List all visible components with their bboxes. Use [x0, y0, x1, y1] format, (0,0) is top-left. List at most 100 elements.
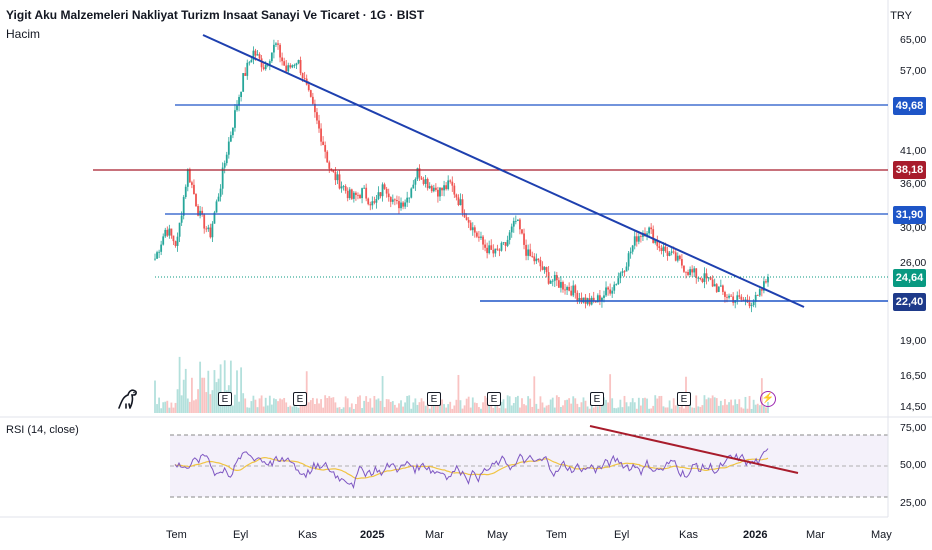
candle-body: [154, 258, 156, 260]
price-axis-label: 14,50: [900, 401, 927, 413]
candle-body: [732, 296, 735, 303]
candle-body: [562, 282, 564, 290]
volume-bar: [264, 397, 267, 413]
volume-bar: [742, 408, 745, 413]
candle-body: [512, 220, 515, 227]
volume-bar: [164, 401, 167, 413]
candle-body: [379, 192, 382, 197]
price-axis-label: 19,00: [900, 335, 927, 347]
candle-body: [760, 289, 763, 291]
volume-bar: [611, 398, 614, 413]
volume-bar: [324, 395, 327, 413]
candle-body: [180, 215, 183, 223]
volume-bar: [564, 400, 566, 413]
volume-bar: [240, 367, 243, 413]
flash-event-icon[interactable]: ⚡: [760, 391, 776, 407]
candle-body: [560, 282, 562, 288]
volume-bar: [580, 402, 583, 413]
time-axis-label: May: [871, 529, 892, 541]
earnings-marker[interactable]: E: [293, 392, 307, 406]
earnings-marker[interactable]: E: [677, 392, 691, 406]
volume-bar: [615, 408, 618, 413]
candle-body: [697, 277, 700, 279]
candle-body: [504, 242, 507, 246]
volume-bar: [270, 404, 273, 413]
earnings-marker[interactable]: E: [487, 392, 501, 406]
price-tag-38-18[interactable]: 38,18: [893, 161, 926, 179]
candle-body: [373, 201, 376, 203]
price-tag-49-68[interactable]: 49,68: [893, 97, 926, 115]
candle-body: [426, 178, 429, 189]
volume-bar: [621, 407, 624, 413]
volume-bar: [547, 404, 550, 413]
candle-body: [201, 210, 204, 215]
volume-bar: [352, 408, 355, 413]
price-axis-label: 30,00: [900, 222, 927, 234]
volume-bar: [594, 406, 597, 413]
volume-bar: [461, 408, 464, 413]
volume-bar: [215, 382, 218, 413]
candle-body: [455, 194, 458, 198]
volume-bar: [631, 398, 634, 413]
rsi-indicator-label[interactable]: RSI (14, close): [6, 424, 79, 436]
candle-body: [758, 289, 761, 296]
candle-body: [332, 170, 335, 173]
volume-bar: [492, 407, 495, 413]
candle-body: [740, 296, 743, 300]
volume-bar: [598, 401, 601, 413]
candle-body: [432, 187, 435, 192]
volume-bar: [724, 399, 726, 413]
candle-body: [506, 239, 509, 246]
candle-body: [767, 277, 769, 283]
volume-bar: [375, 399, 378, 413]
volume-bar: [601, 400, 603, 413]
time-axis-label: May: [487, 529, 508, 541]
volume-bar: [652, 405, 655, 413]
volume-bar: [336, 407, 339, 413]
candle-body: [420, 177, 423, 180]
volume-indicator-label[interactable]: Hacim: [6, 27, 41, 41]
volume-bar: [721, 405, 724, 413]
candle-body: [447, 180, 450, 190]
candle-body: [348, 189, 351, 199]
candle-body: [299, 60, 302, 74]
time-axis-label: 2025: [360, 529, 385, 541]
price-tag-22-40[interactable]: 22,40: [893, 293, 926, 311]
volume-bar: [408, 395, 411, 413]
candle-body: [685, 271, 687, 273]
volume-bar: [469, 407, 472, 413]
candle-body: [609, 289, 612, 294]
volume-bar: [338, 407, 341, 413]
candle-body: [369, 204, 372, 206]
volume-bar: [605, 399, 607, 413]
candle-body: [666, 251, 669, 256]
candle-body: [551, 280, 554, 282]
volume-bar: [205, 392, 208, 413]
volume-bar: [633, 402, 636, 413]
candle-body: [674, 252, 677, 261]
earnings-marker[interactable]: E: [427, 392, 441, 406]
drawing-lines[interactable]: [93, 34, 888, 308]
candle-body: [359, 195, 361, 199]
volume-bar: [732, 405, 735, 413]
candle-body: [578, 297, 581, 301]
volume-bar: [195, 399, 197, 413]
earnings-marker[interactable]: E: [218, 392, 232, 406]
earnings-marker[interactable]: E: [590, 392, 604, 406]
price-tag-31-90[interactable]: 31,90: [893, 206, 926, 224]
volume-bar: [445, 407, 448, 413]
volume-bar: [406, 395, 409, 413]
symbol-title[interactable]: Yigit Aku Malzemeleri Nakliyat Turizm In…: [6, 8, 425, 22]
currency-label[interactable]: TRY: [890, 10, 912, 22]
symbol-header[interactable]: Yigit Aku Malzemeleri Nakliyat Turizm In…: [6, 8, 424, 22]
candle-body: [279, 44, 281, 58]
volume-bar: [541, 402, 544, 413]
candle-body: [689, 269, 691, 275]
last-price-tag[interactable]: 24,64: [893, 269, 926, 287]
candle-body: [227, 141, 230, 155]
volume-bar: [449, 401, 452, 413]
candle-body: [553, 275, 556, 281]
candle-body: [695, 268, 698, 279]
